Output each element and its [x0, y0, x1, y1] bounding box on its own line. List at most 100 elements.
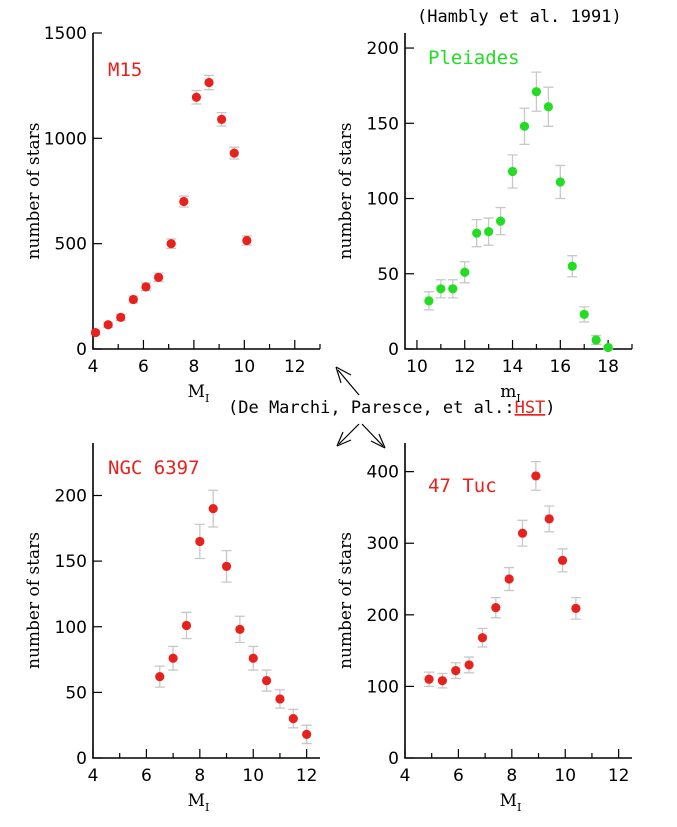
x-tick-label: 6: [138, 357, 149, 377]
axis-spine: [404, 33, 632, 350]
data-point: [603, 342, 613, 353]
x-axis-title: MI: [188, 382, 210, 405]
data-point: [464, 660, 474, 670]
x-tick-label: 10: [242, 766, 264, 786]
data-point: [567, 261, 577, 271]
data-point: [179, 196, 189, 207]
x-tick-label: 4: [400, 766, 411, 786]
panel-47tuc: 4 6 8 10 12 0 100 200 300 400 MI number of stars 47 …: [336, 443, 632, 814]
x-tick-label: 16: [549, 357, 571, 377]
panel-ngc6397: 4 6 8 10 12 0 50 100 150 200 MI number of stars NGC …: [24, 443, 320, 814]
panel-title: 47 Tuc: [428, 475, 497, 497]
data-point: [484, 227, 494, 237]
x-tick-label: 8: [506, 766, 517, 786]
data-point: [436, 284, 446, 294]
data-point: [261, 675, 272, 686]
data-point: [460, 267, 470, 277]
panel-title: M15: [108, 59, 142, 81]
data-point: [191, 92, 202, 102]
data-point: [217, 114, 227, 124]
data-point: [579, 309, 589, 319]
y-tick-label: 0: [388, 340, 399, 360]
data-point: [166, 239, 176, 249]
y-tick-label: 400: [367, 463, 399, 483]
data-point: [128, 294, 138, 305]
y-tick-label: 500: [55, 235, 87, 255]
panel-title: Pleiades: [428, 47, 520, 69]
data-point: [477, 633, 488, 643]
data-point: [555, 177, 565, 187]
data-point: [519, 121, 530, 131]
y-tick-label: 200: [367, 606, 399, 626]
data-point: [451, 666, 461, 676]
data-point: [302, 729, 312, 739]
x-tick-label: 10: [406, 357, 428, 377]
x-tick-label: 10: [234, 357, 256, 377]
x-tick-label: 12: [454, 357, 476, 377]
data-point: [495, 216, 506, 226]
x-axis-title: MI: [188, 791, 210, 814]
data-point: [195, 536, 205, 547]
y-tick-label: 200: [367, 39, 399, 59]
y-tick-label: 100: [367, 677, 399, 697]
data-point: [248, 653, 258, 663]
x-tick-label: 12: [284, 357, 306, 377]
x-axis-title: mI: [500, 382, 520, 405]
y-tick-label: 150: [367, 114, 399, 134]
y-tick-label: 0: [76, 749, 87, 769]
data-point: [221, 561, 232, 571]
data-point: [531, 87, 542, 97]
y-tick-label: 50: [377, 265, 399, 285]
arrow-to-47tuc: [361, 423, 386, 449]
y-axis-title: number of stars: [24, 123, 44, 260]
data-point: [153, 272, 164, 282]
data-point: [90, 327, 101, 338]
data-point: [437, 676, 447, 686]
data-point: [288, 714, 298, 724]
data-point: [103, 320, 113, 330]
data-point: [229, 148, 239, 158]
x-tick-label: 14: [502, 357, 524, 377]
data-point: [208, 504, 218, 514]
x-tick-label: 6: [453, 766, 464, 786]
data-point: [424, 674, 434, 684]
data-point: [491, 603, 501, 613]
x-tick-label: 8: [194, 766, 205, 786]
panel-m15: 4 6 8 10 12 0 500 1000 1500 MI number of stars M15: [24, 24, 321, 405]
x-axis-title: MI: [500, 791, 522, 814]
data-point: [472, 228, 482, 238]
data-point: [531, 471, 541, 481]
y-axis-title: number of stars: [336, 123, 356, 260]
data-point: [181, 620, 192, 631]
axis-spine: [92, 443, 320, 759]
arrow-to-ngc6397: [336, 423, 360, 447]
data-point: [448, 284, 458, 294]
x-tick-label: 4: [88, 766, 99, 786]
data-point: [557, 555, 568, 566]
data-point: [507, 166, 518, 177]
x-tick-label: 10: [554, 766, 576, 786]
annotation-arrows: [335, 366, 386, 449]
source-hambly: (Hambly et al. 1991): [417, 7, 622, 27]
source-de-marchi-suffix: ): [545, 398, 555, 418]
y-tick-label: 0: [76, 340, 87, 360]
y-tick-label: 1000: [44, 129, 87, 149]
x-tick-label: 18: [597, 357, 619, 377]
data-point: [141, 282, 151, 292]
y-tick-label: 150: [55, 552, 87, 572]
data-point: [571, 603, 581, 613]
y-tick-label: 50: [65, 683, 87, 703]
y-axis-title: number of stars: [24, 532, 44, 669]
arrow-to-m15: [335, 366, 360, 396]
data-point: [116, 312, 126, 322]
x-tick-label: 4: [88, 357, 99, 377]
data-point: [275, 694, 285, 704]
x-tick-label: 6: [141, 766, 152, 786]
data-point: [517, 528, 528, 538]
data-point: [204, 77, 214, 88]
data-point: [424, 296, 434, 306]
y-axis-title: number of stars: [336, 532, 356, 669]
data-point: [242, 235, 252, 246]
data-point: [504, 574, 514, 584]
